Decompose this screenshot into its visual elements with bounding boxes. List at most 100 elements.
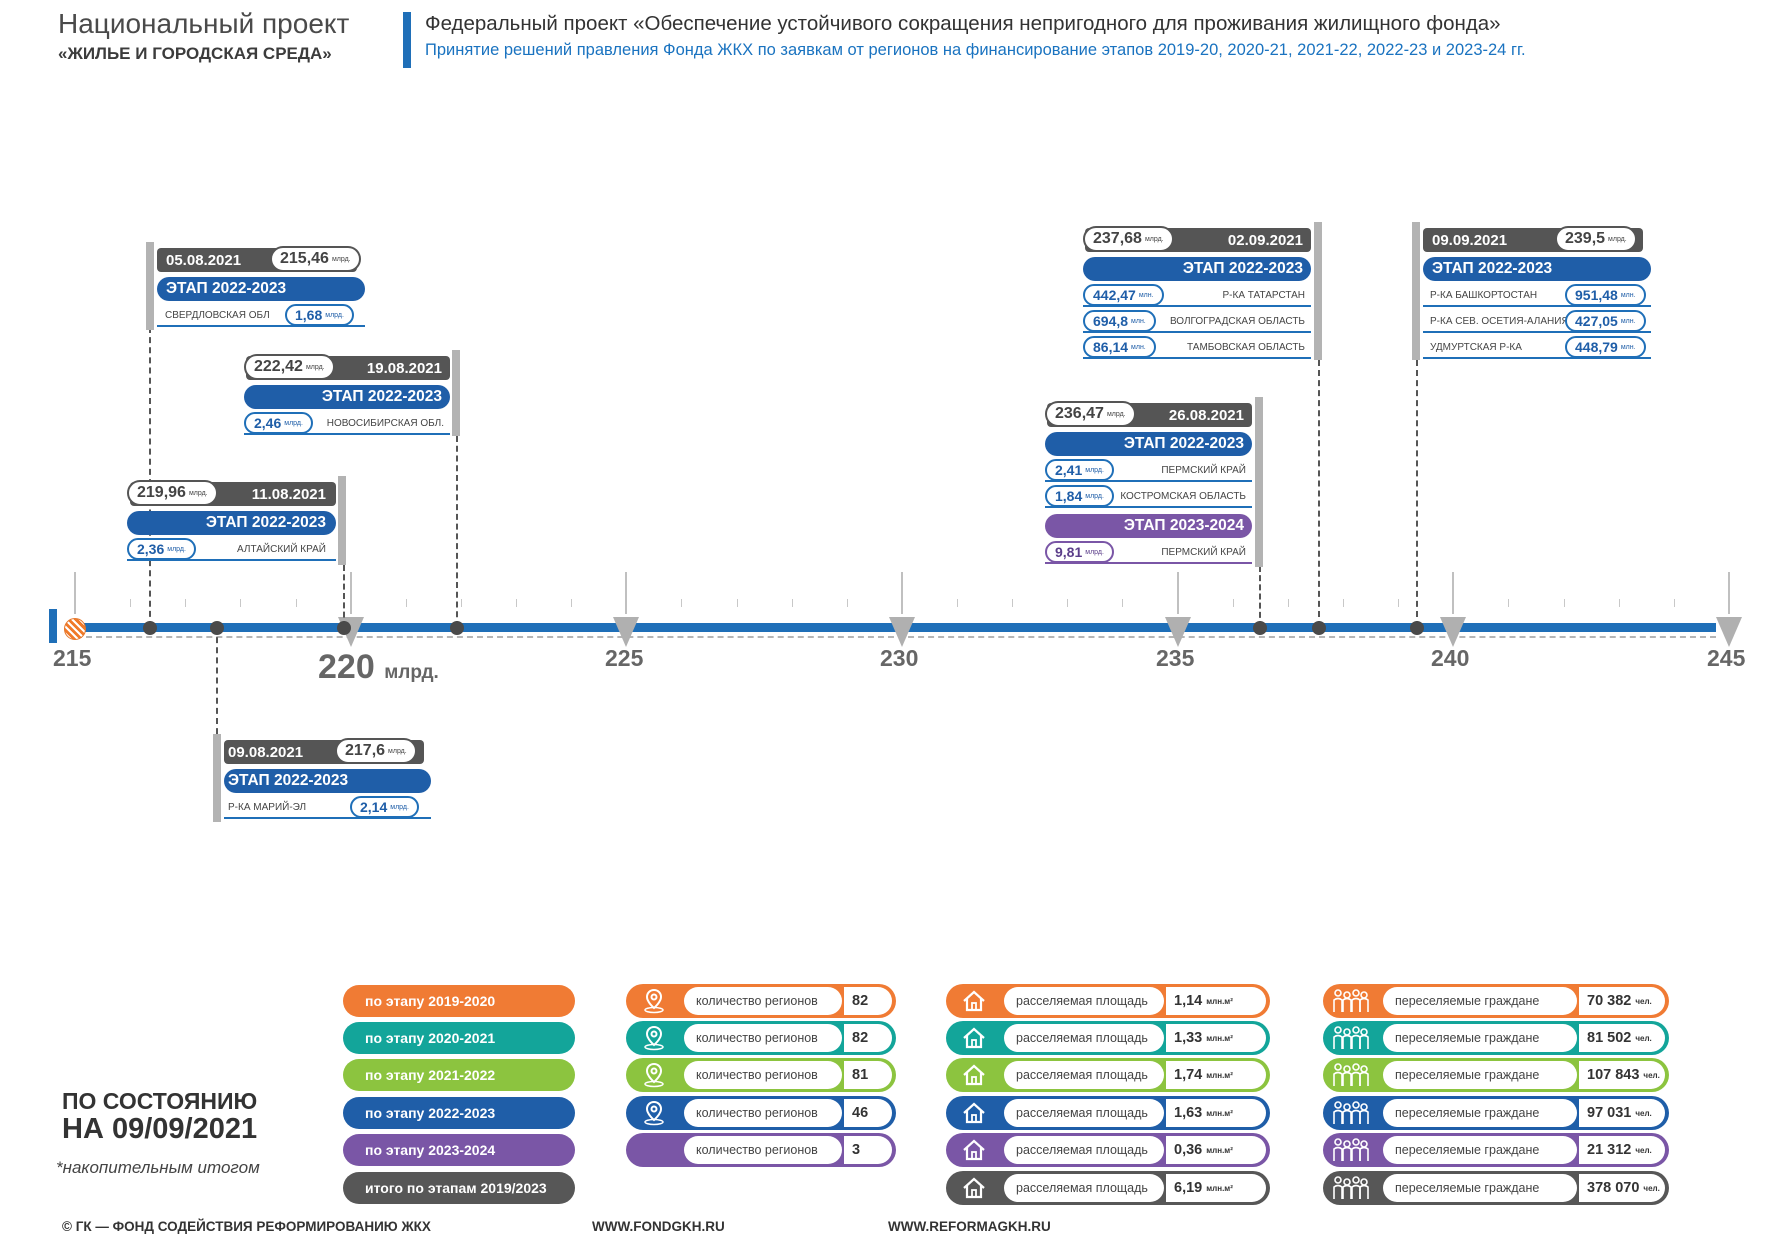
event-amount-value: 215,46	[280, 250, 329, 267]
citizens-unit: чел.	[1643, 1070, 1660, 1080]
axis-marker-triangle	[1715, 617, 1742, 647]
axis-label-245: 245	[1707, 645, 1746, 671]
header-right: Федеральный проект «Обеспечение устойчив…	[425, 12, 1526, 60]
region-unit: млрд.	[390, 803, 409, 811]
region-value: 2,14	[360, 799, 388, 815]
connector-e5	[1259, 566, 1261, 627]
regions-count-stat: количество регионов 3	[626, 1133, 896, 1167]
event-region-value: 442,47 млн.	[1083, 284, 1164, 306]
event-stage: ЭТАП 2022-2023	[244, 385, 450, 409]
axis-label-220-unit: млрд.	[384, 662, 439, 683]
event-region: СВЕРДЛОВСКАЯ ОБЛ	[157, 305, 365, 327]
area-value: 6,19 млн.м²	[1166, 1174, 1266, 1202]
axis-tick	[349, 572, 352, 614]
event-region-value: 2,36 млрд.	[127, 538, 196, 560]
area-stat: расселяемая площадь 1,14 млн.м²	[946, 984, 1270, 1018]
regions-count-stat: количество регионов 46	[626, 1096, 896, 1130]
event-region: ПЕРМСКИЙ КРАЙ	[1045, 542, 1252, 564]
region-unit: млн.	[1620, 343, 1636, 351]
house-icon	[956, 1062, 992, 1088]
area-value: 1,14 млн.м²	[1166, 987, 1266, 1015]
region-value: 442,47	[1093, 287, 1136, 303]
citizens-unit: чел.	[1643, 1183, 1660, 1193]
event-dot	[1253, 621, 1267, 635]
event-dot	[1410, 621, 1424, 635]
stage-legend-pill: по этапу 2021-2022	[343, 1059, 575, 1091]
connector-e1	[149, 327, 151, 627]
region-unit: млрд.	[1085, 466, 1104, 474]
axis-tick	[1563, 599, 1565, 607]
event-region-value: 448,79 млн.	[1565, 336, 1646, 358]
axis-marker-triangle	[888, 617, 915, 647]
area-label: расселяемая площадь	[1004, 1061, 1164, 1089]
citizens-value: 378 070 чел.	[1579, 1174, 1665, 1202]
citizens-stat: переселяемые граждане 107 843 чел.	[1323, 1058, 1669, 1092]
region-value: 9,81	[1055, 544, 1083, 560]
event-stage: ЭТАП 2022-2023	[127, 511, 336, 535]
event-dot	[1312, 621, 1326, 635]
axis-marker-triangle	[1164, 617, 1191, 647]
area-label: расселяемая площадь	[1004, 1136, 1164, 1164]
citizens-unit: чел.	[1635, 1108, 1652, 1118]
region-value: 2,41	[1055, 462, 1083, 478]
region-unit: млн.	[1620, 291, 1636, 299]
event-dot	[210, 621, 224, 635]
event-stage: ЭТАП 2022-2023	[1423, 257, 1651, 281]
house-icon	[956, 1025, 992, 1051]
region-unit: млрд.	[325, 311, 344, 319]
citizens-label: переселяемые граждане	[1383, 1136, 1577, 1164]
citizens-label: переселяемые граждане	[1383, 987, 1577, 1015]
event-region-value: 694,8 млн.	[1083, 310, 1156, 332]
connector-e3	[343, 565, 345, 627]
axis-tick	[1618, 599, 1620, 607]
footer-site-reformagkh[interactable]: WWW.REFORMAGKH.RU	[888, 1219, 1051, 1234]
axis-tick	[1508, 599, 1510, 607]
citizens-number: 70 382	[1587, 993, 1632, 1009]
event-region: Р-КА СЕВ. ОСЕТИЯ-АЛАНИЯ	[1423, 311, 1651, 333]
area-value: 1,74 млн.м²	[1166, 1061, 1266, 1089]
stage-legend-pill: итого по этапам 2019/2023	[343, 1172, 575, 1204]
event-amount-unit: млрд.	[388, 747, 407, 755]
house-icon	[956, 1175, 992, 1201]
event-region: Р-КА МАРИЙ-ЭЛ	[224, 797, 431, 819]
region-unit: млрд.	[1085, 492, 1104, 500]
region-unit: млрд.	[1085, 548, 1104, 556]
citizens-unit: чел.	[1635, 1033, 1652, 1043]
citizens-number: 97 031	[1587, 1105, 1632, 1121]
axis-tick	[516, 599, 518, 607]
stage-legend-pill: по этапу 2023-2024	[343, 1134, 575, 1166]
area-stat: расселяемая площадь 0,36 млн.м²	[946, 1133, 1270, 1167]
axis-tick	[1342, 599, 1344, 607]
area-label: расселяемая площадь	[1004, 1174, 1164, 1202]
axis-label-240: 240	[1431, 645, 1470, 671]
event-amount: 215,46 млрд.	[270, 246, 361, 272]
people-icon	[1333, 1137, 1369, 1163]
axis-tick	[295, 599, 297, 607]
event-amount-unit: млрд.	[188, 489, 208, 497]
footer-site-fondgkh[interactable]: WWW.FONDGKH.RU	[592, 1219, 725, 1234]
citizens-value: 81 502 чел.	[1579, 1024, 1665, 1052]
regions-value: 46	[844, 1099, 892, 1127]
axis-label-220: 220 млрд.	[318, 648, 439, 687]
citizens-value: 21 312 чел.	[1579, 1136, 1665, 1164]
area-stat: расселяемая площадь 1,33 млн.м²	[946, 1021, 1270, 1055]
citizens-label: переселяемые граждане	[1383, 1061, 1577, 1089]
event-dot	[337, 621, 351, 635]
event-stage: ЭТАП 2022-2023	[1045, 432, 1252, 456]
house-icon	[956, 1100, 992, 1126]
location-pin-icon	[636, 1025, 672, 1051]
event-amount-unit: млрд.	[1144, 235, 1164, 243]
location-pin-icon	[636, 1137, 672, 1163]
event-region: ВОЛГОГРАДСКАЯ ОБЛАСТЬ	[1083, 311, 1311, 333]
axis-tick	[846, 599, 848, 607]
axis-tick	[957, 599, 959, 607]
axis-tick	[1287, 599, 1289, 607]
citizens-stat: переселяемые граждане 97 031 чел.	[1323, 1096, 1669, 1130]
axis-tick	[1012, 599, 1014, 607]
axis-label-215: 215	[53, 645, 92, 671]
event-region: АЛТАЙСКИЙ КРАЙ	[127, 539, 336, 561]
header-divider	[403, 12, 411, 68]
fund-logo-icon	[64, 618, 86, 640]
footer-org: © ГК — ФОНД СОДЕЙСТВИЯ РЕФОРМИРОВАНИЮ ЖК…	[62, 1219, 431, 1234]
event-amount-value: 217,6	[345, 742, 386, 759]
